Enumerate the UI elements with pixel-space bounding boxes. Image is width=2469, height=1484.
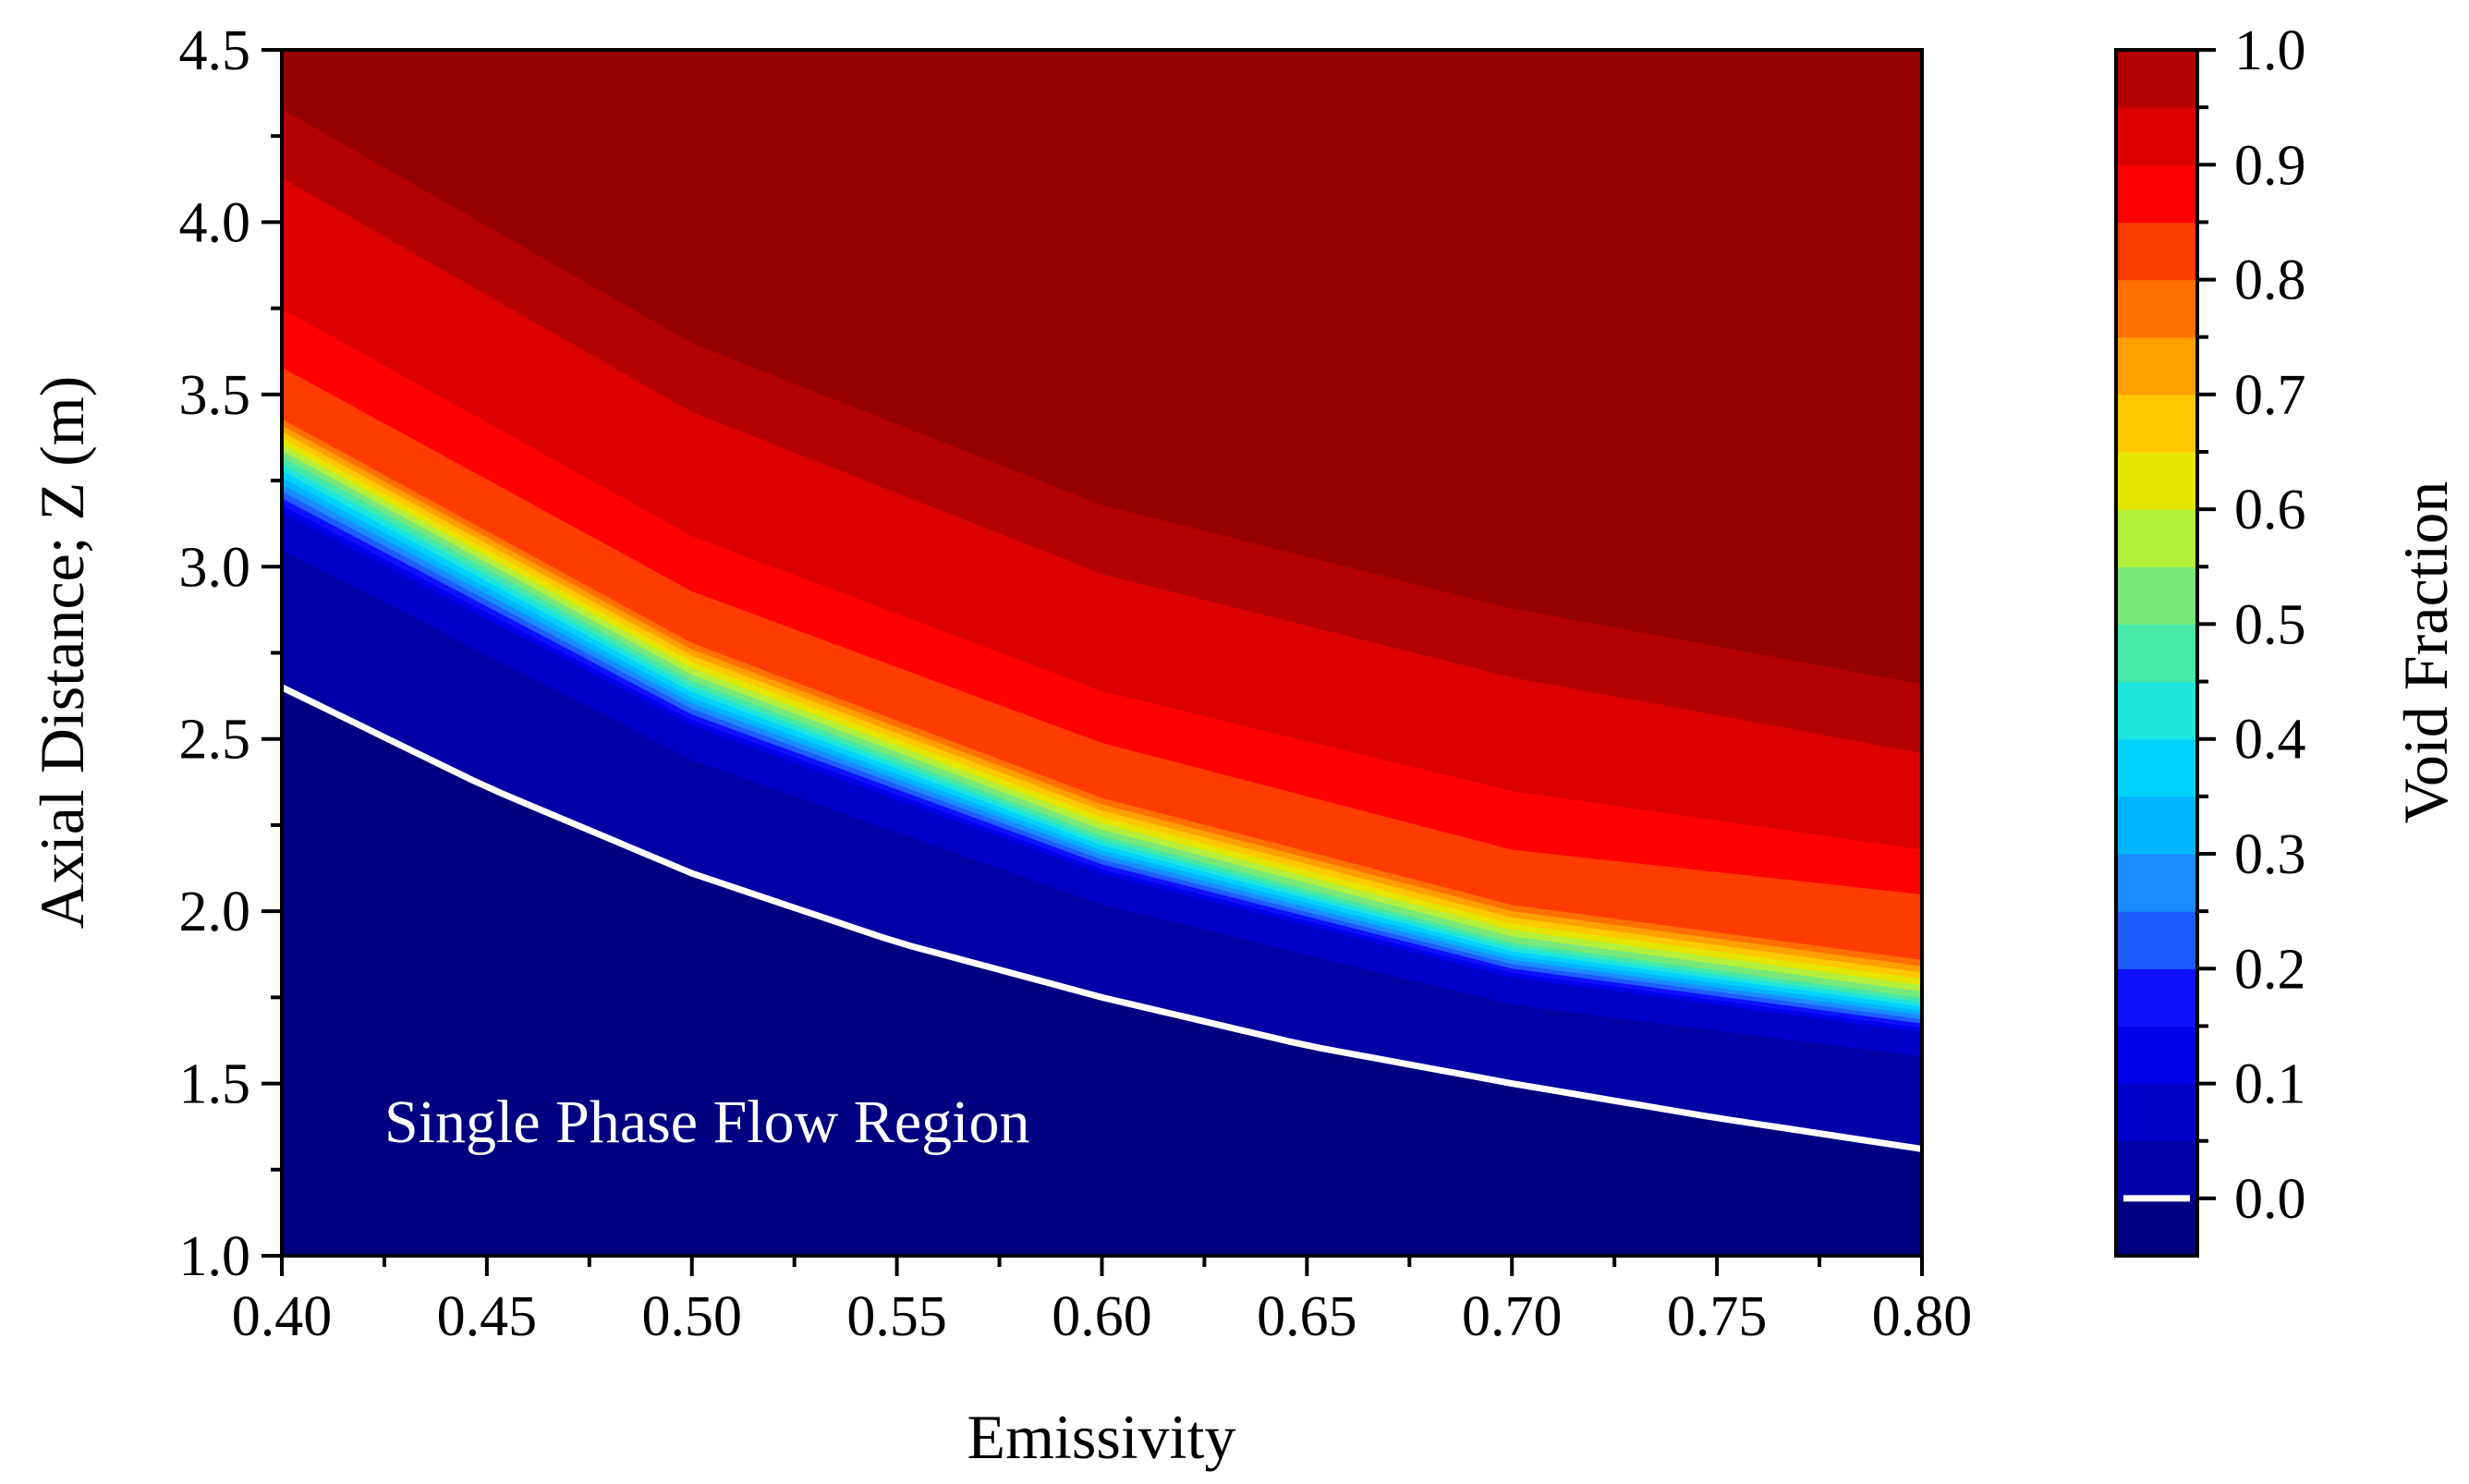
colorbar-segment [2116, 1198, 2197, 1257]
colorbar-segment [2116, 681, 2197, 740]
colorbar-segment [2116, 279, 2197, 338]
colorbar-tick-label: 0.6 [2234, 479, 2306, 541]
colorbar-frame [2114, 48, 2199, 1258]
colorbar-tick-label: 0.8 [2234, 249, 2306, 312]
y-tick-label: 3.5 [179, 364, 251, 427]
colorbar-segment [2116, 394, 2197, 453]
x-tick-label: 0.65 [1257, 1285, 1357, 1348]
colorbar-tick-label: 0.0 [2234, 1168, 2306, 1231]
colorbar-tick-label: 0.2 [2234, 938, 2306, 1001]
colorbar-tick-label: 0.3 [2234, 823, 2306, 886]
colorbar-segment [2116, 968, 2197, 1028]
single-phase-region-label: Single Phase Flow Region [384, 1089, 1030, 1156]
y-axis-label: Axial Distance; Z (m) [27, 376, 97, 930]
y-tick-label: 1.0 [179, 1225, 251, 1288]
boiling-onset-line [282, 684, 1922, 1152]
y-tick-label: 4.5 [179, 19, 251, 82]
contour-bands [282, 50, 1922, 1256]
x-axis: 0.40 0.45 0.50 0.55 0.60 0.65 0.70 0.75 0.80 [232, 1256, 1973, 1348]
colorbar-tick-label: 0.9 [2234, 134, 2306, 197]
y-tick-label: 2.5 [179, 709, 251, 772]
colorbar-tick-label: 0.5 [2234, 593, 2306, 656]
x-tick-label: 0.75 [1667, 1285, 1768, 1348]
colorbar-segment [2116, 911, 2197, 969]
colorbar-segment [2116, 336, 2197, 395]
x-tick-label: 0.70 [1462, 1285, 1563, 1348]
y-tick-label: 2.0 [179, 881, 251, 943]
x-tick-label: 0.45 [437, 1285, 538, 1348]
colorbar-segment [2116, 1140, 2197, 1199]
colorbar-tick-label: 0.7 [2234, 364, 2306, 427]
colorbar-segment [2116, 222, 2197, 281]
colorbar-tick-label: 0.4 [2234, 709, 2306, 772]
y-tick-label: 3.0 [179, 536, 251, 599]
y-tick-label: 4.0 [179, 191, 251, 254]
colorbar-segment [2116, 624, 2197, 683]
colorbar-segment [2116, 164, 2197, 224]
contour-band-1 [282, 50, 1922, 685]
colorbar-tick-label: 1.0 [2234, 19, 2306, 82]
colorbar-segment [2116, 566, 2197, 626]
colorbar-segment [2116, 796, 2197, 855]
colorbar: 0.0 0.1 0.2 0.3 0.4 0.5 0.6 0.7 0.8 0.9 1.0 [2114, 19, 2306, 1258]
colorbar-segment [2116, 509, 2197, 567]
colorbar-label: Void Fraction [2390, 481, 2461, 824]
x-tick-label: 0.55 [846, 1285, 947, 1348]
x-tick-label: 0.50 [642, 1285, 743, 1348]
colorbar-segment [2116, 452, 2197, 510]
colorbar-segment [2116, 107, 2197, 165]
x-tick-label: 0.60 [1052, 1285, 1152, 1348]
x-axis-label: Emissivity [967, 1402, 1236, 1472]
y-tick-label: 1.5 [179, 1053, 251, 1116]
colorbar-tick-label: 0.1 [2234, 1053, 2306, 1116]
colorbar-segment [2116, 854, 2197, 912]
colorbar-segment [2116, 50, 2197, 108]
colorbar-segment [2116, 738, 2197, 797]
x-tick-label: 0.40 [232, 1285, 333, 1348]
colorbar-segment [2116, 1026, 2197, 1085]
colorbar-segment [2116, 1083, 2197, 1142]
x-tick-label: 0.80 [1872, 1285, 1973, 1348]
y-axis: 1.0 1.5 2.0 2.5 3.0 3.5 4.0 4.5 [179, 19, 282, 1288]
